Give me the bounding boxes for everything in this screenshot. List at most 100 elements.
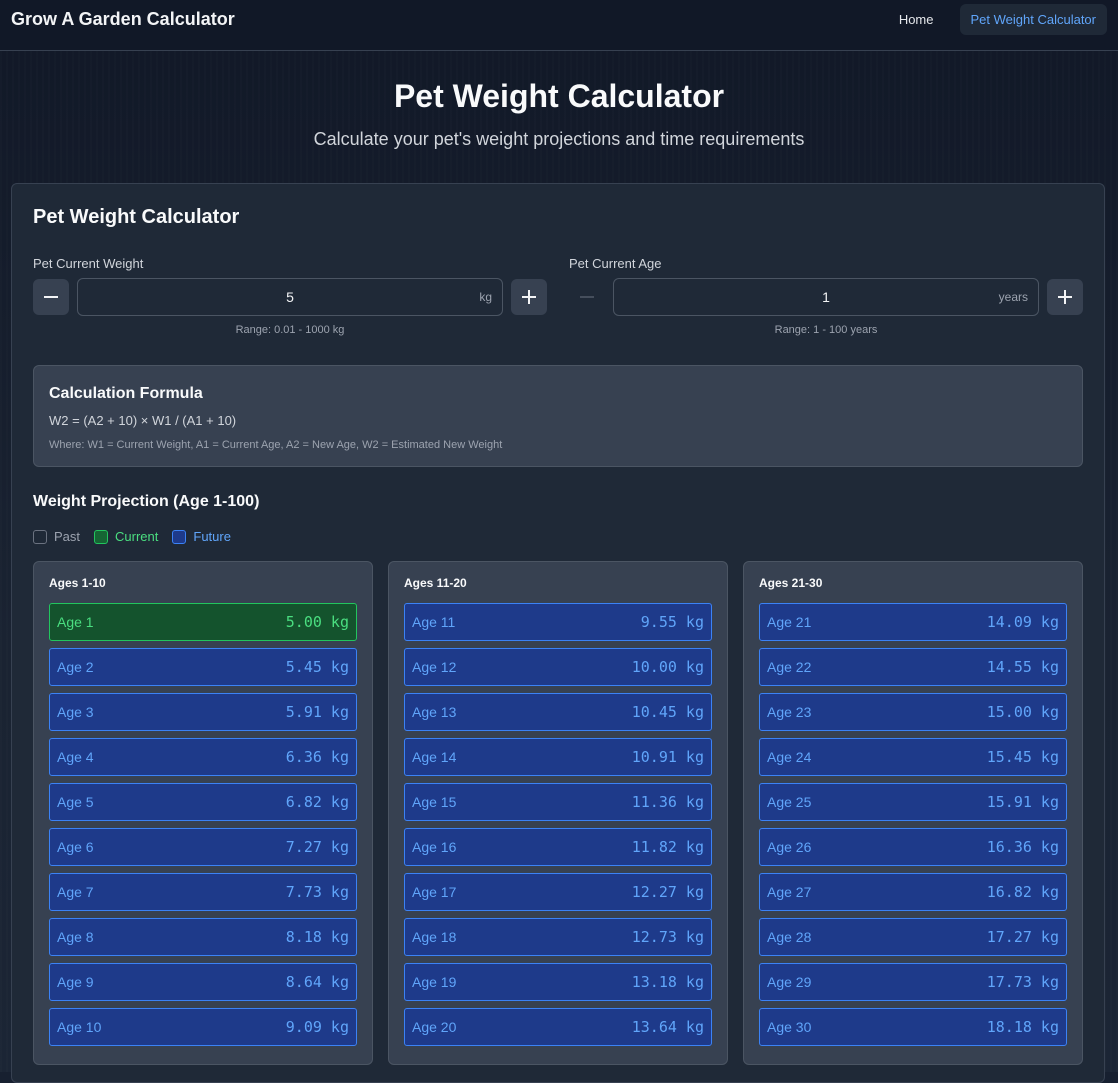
legend: Past Current Future (33, 529, 1083, 544)
age-field: Pet Current Age 1 years Range: 1 - 100 y… (569, 256, 1083, 336)
age-weight-row: Age 6 7.27 kg (49, 828, 357, 866)
row-age: Age 10 (57, 1019, 102, 1035)
row-age: Age 25 (767, 794, 812, 810)
row-weight: 16.82 kg (986, 883, 1059, 901)
age-input[interactable]: 1 years (613, 278, 1039, 316)
row-age: Age 26 (767, 839, 812, 855)
row-weight: 6.82 kg (285, 793, 349, 811)
nav-link-pet-weight-calculator[interactable]: Pet Weight Calculator (959, 4, 1107, 35)
age-increment-button[interactable] (1047, 279, 1083, 315)
row-weight: 13.18 kg (631, 973, 704, 991)
age-weight-row: Age 13 10.45 kg (404, 693, 712, 731)
age-weight-row: Age 20 13.64 kg (404, 1008, 712, 1046)
row-weight: 15.91 kg (986, 793, 1059, 811)
input-section: Pet Current Weight 5 kg Range: 0.01 - 10… (33, 256, 1083, 336)
row-age: Age 4 (57, 749, 94, 765)
age-weight-row: Age 19 13.18 kg (404, 963, 712, 1001)
age-label: Pet Current Age (569, 256, 662, 271)
formula-equation: W2 = (A2 + 10) × W1 / (A1 + 10) (49, 413, 237, 428)
row-weight: 5.00 kg (285, 613, 349, 631)
weight-increment-button[interactable] (511, 279, 547, 315)
row-weight: 5.91 kg (285, 703, 349, 721)
row-weight: 14.09 kg (986, 613, 1059, 631)
row-age: Age 13 (412, 704, 457, 720)
age-weight-row: Age 15 11.36 kg (404, 783, 712, 821)
age-groups: Ages 1-10 Age 1 5.00 kg Age 2 5.45 kg Age 3 5.… (33, 561, 1083, 1065)
age-weight-row: Age 27 16.82 kg (759, 873, 1067, 911)
row-age: Age 12 (412, 659, 457, 675)
age-group-panel: Ages 1-10 Age 1 5.00 kg Age 2 5.45 kg Age 3 5.… (33, 561, 373, 1065)
age-weight-row: Age 8 8.18 kg (49, 918, 357, 956)
plus-icon (1058, 290, 1072, 304)
row-age: Age 15 (412, 794, 457, 810)
nav-links: Home Pet Weight Calculator (883, 4, 1107, 35)
row-age: Age 27 (767, 884, 812, 900)
top-nav: Grow A Garden Calculator Home Pet Weight… (0, 0, 1118, 51)
age-weight-row: Age 24 15.45 kg (759, 738, 1067, 776)
row-weight: 5.45 kg (285, 658, 349, 676)
row-age: Age 8 (57, 929, 94, 945)
age-weight-row: Age 17 12.27 kg (404, 873, 712, 911)
row-age: Age 23 (767, 704, 812, 720)
age-weight-row: Age 5 6.82 kg (49, 783, 357, 821)
row-age: Age 18 (412, 929, 457, 945)
nav-link-home[interactable]: Home (898, 12, 934, 27)
row-age: Age 16 (412, 839, 457, 855)
row-age: Age 11 (412, 614, 456, 630)
legend-future: Future (172, 529, 231, 544)
row-age: Age 5 (57, 794, 94, 810)
formula-where: Where: W1 = Current Weight, A1 = Current… (49, 439, 503, 451)
row-weight: 8.64 kg (285, 973, 349, 991)
plus-icon (522, 290, 536, 304)
legend-future-label: Future (193, 529, 231, 544)
hero: Pet Weight Calculator Calculate your pet… (0, 51, 1118, 183)
row-weight: 12.73 kg (631, 928, 704, 946)
row-age: Age 20 (412, 1019, 457, 1035)
weight-decrement-button[interactable] (33, 279, 69, 315)
age-group-title: Ages 11-20 (404, 576, 467, 590)
legend-current-label: Current (115, 529, 159, 544)
row-age: Age 29 (767, 974, 812, 990)
row-age: Age 1 (57, 614, 94, 630)
weight-field: Pet Current Weight 5 kg Range: 0.01 - 10… (33, 256, 547, 336)
age-weight-row: Age 7 7.73 kg (49, 873, 357, 911)
brand-title[interactable]: Grow A Garden Calculator (11, 8, 235, 29)
age-weight-row: Age 4 6.36 kg (49, 738, 357, 776)
age-group-title: Ages 1-10 (49, 576, 106, 590)
age-weight-row: Age 29 17.73 kg (759, 963, 1067, 1001)
current-swatch (94, 529, 109, 544)
minus-icon (580, 296, 594, 298)
age-weight-row: Age 16 11.82 kg (404, 828, 712, 866)
row-age: Age 24 (767, 749, 812, 765)
age-decrement-button[interactable] (569, 279, 605, 315)
weight-input[interactable]: 5 kg (77, 278, 503, 316)
row-age: Age 6 (57, 839, 94, 855)
row-age: Age 17 (412, 884, 457, 900)
page-title: Pet Weight Calculator (393, 78, 725, 114)
age-weight-row: Age 2 5.45 kg (49, 648, 357, 686)
row-weight: 14.55 kg (986, 658, 1059, 676)
age-weight-row: Age 9 8.64 kg (49, 963, 357, 1001)
row-age: Age 19 (412, 974, 457, 990)
age-value: 1 (822, 289, 830, 305)
legend-past: Past (33, 529, 80, 544)
age-weight-row: Age 1 5.00 kg (49, 603, 357, 641)
weight-label: Pet Current Weight (33, 256, 144, 271)
row-age: Age 3 (57, 704, 94, 720)
past-swatch (33, 529, 47, 544)
row-age: Age 30 (767, 1019, 812, 1035)
row-weight: 12.27 kg (631, 883, 704, 901)
row-weight: 17.73 kg (986, 973, 1059, 991)
row-age: Age 2 (57, 659, 94, 675)
age-group-panel: Ages 11-20 Age 11 9.55 kg Age 12 10.00 kg Age… (388, 561, 728, 1065)
row-age: Age 7 (57, 884, 94, 900)
row-age: Age 28 (767, 929, 812, 945)
calculator-card: Pet Weight Calculator Pet Current Weight… (11, 183, 1105, 1083)
row-age: Age 14 (412, 749, 457, 765)
row-weight: 18.18 kg (986, 1018, 1059, 1036)
row-weight: 9.55 kg (640, 613, 704, 631)
row-weight: 16.36 kg (986, 838, 1059, 856)
age-weight-row: Age 28 17.27 kg (759, 918, 1067, 956)
age-unit: years (998, 290, 1028, 304)
age-weight-row: Age 21 14.09 kg (759, 603, 1067, 641)
